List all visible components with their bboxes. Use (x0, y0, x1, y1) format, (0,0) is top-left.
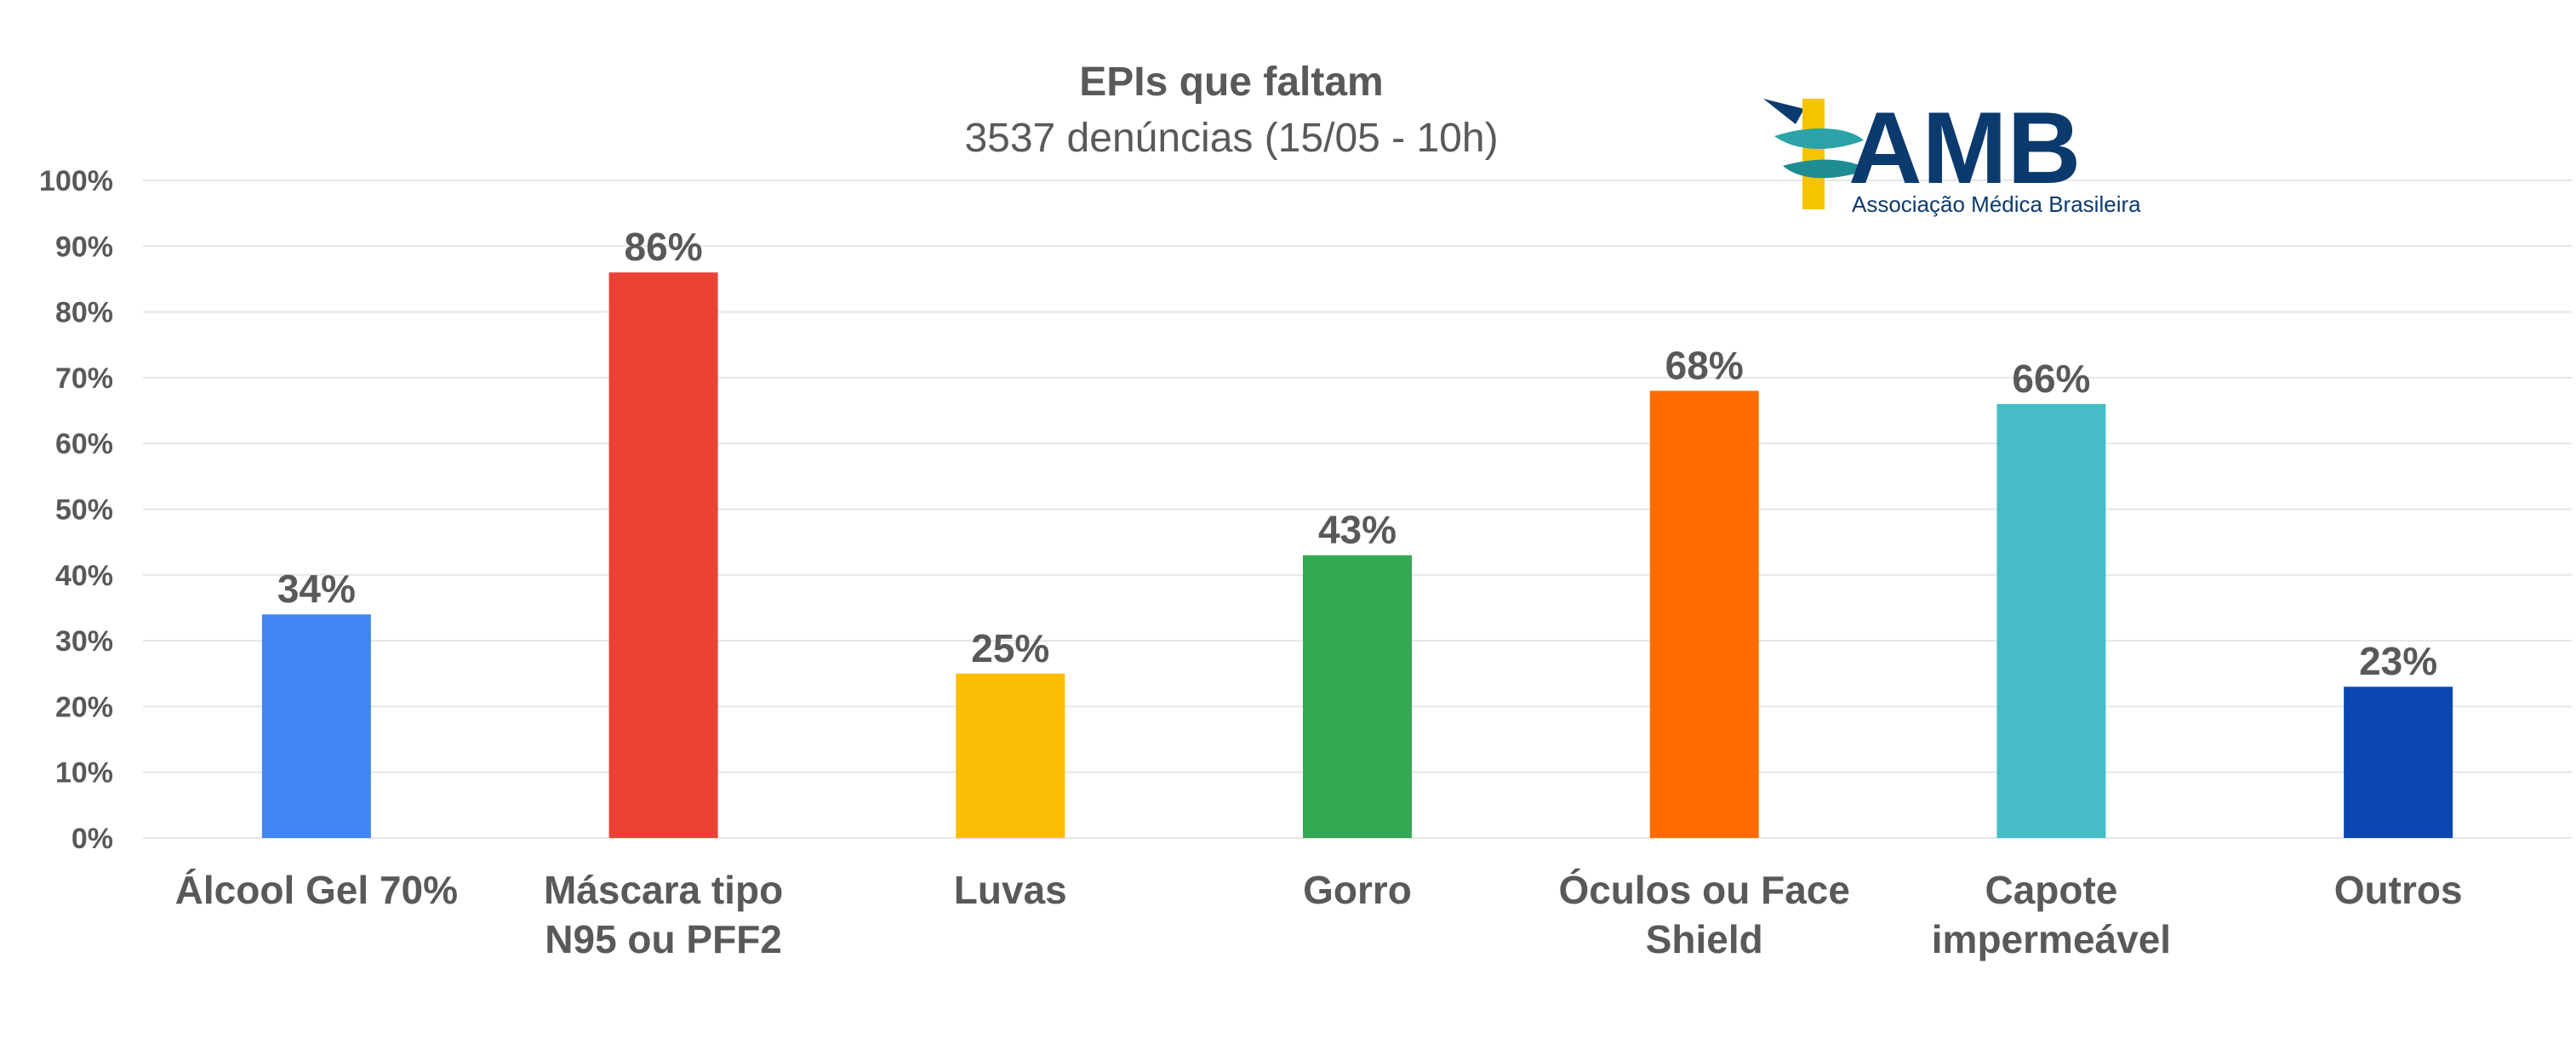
chart-title: EPIs que faltam (1079, 60, 1383, 105)
caduceus-icon (1763, 99, 1868, 209)
data-label: 23% (2359, 639, 2437, 683)
y-tick-label: 50% (55, 494, 113, 527)
bars (261, 272, 2453, 839)
y-tick-label: 70% (55, 362, 113, 395)
x-category-label: Gorro (1303, 868, 1412, 912)
x-category-line: Óculos ou Face (1558, 868, 1850, 912)
x-category-line: Luvas (954, 868, 1067, 912)
bar (1303, 555, 1412, 838)
x-axis-categories: Álcool Gel 70% Máscara tipo N95 ou PFF2 Luv… (175, 868, 2463, 961)
x-category-label: Luvas (954, 868, 1067, 912)
data-label: 25% (971, 626, 1049, 670)
logo-wordmark: AMB (1848, 91, 2081, 205)
data-label: 68% (1665, 343, 1744, 387)
y-tick-label: 0% (71, 823, 113, 855)
x-category-label: Óculos ou Face Shield (1558, 868, 1850, 961)
bar (261, 614, 371, 838)
x-category-line: Máscara tipo (544, 868, 783, 912)
bar (608, 272, 718, 839)
x-category-label: Capote impermeável (1932, 868, 2171, 961)
x-category-label: Máscara tipo N95 ou PFF2 (544, 868, 783, 961)
x-category-line: Álcool Gel 70% (175, 868, 458, 912)
data-label: 34% (277, 567, 356, 611)
data-label: 86% (625, 225, 703, 269)
y-axis-ticks: 0% 10% 20% 30% 40% 50% 60% 70% 80% 90% 100% (39, 165, 113, 855)
data-label: 43% (1318, 508, 1397, 552)
y-tick-label: 60% (55, 428, 113, 460)
bar (2344, 687, 2453, 838)
y-tick-label: 80% (55, 297, 113, 329)
x-category-label: Outros (2334, 868, 2463, 912)
x-category-line: Outros (2334, 868, 2463, 912)
y-tick-label: 20% (55, 691, 113, 723)
data-label: 66% (2012, 356, 2090, 401)
y-tick-label: 90% (55, 231, 113, 263)
data-labels: 34% 86% 25% 43% 68% 66% 23% (277, 225, 2437, 683)
x-category-line: N95 ou PFF2 (545, 917, 782, 961)
bar (1996, 403, 2106, 838)
y-tick-label: 100% (39, 165, 113, 197)
logo-tagline: Associação Médica Brasileira (1852, 191, 2141, 217)
x-category-line: Capote (1985, 868, 2117, 912)
bar (956, 673, 1065, 838)
y-tick-label: 30% (55, 625, 113, 658)
amb-logo: AMB Associação Médica Brasileira (1763, 91, 2141, 217)
chart-subtitle: 3537 denúncias (15/05 - 10h) (964, 116, 1498, 161)
x-category-line: impermeável (1932, 917, 2171, 961)
x-category-line: Shield (1646, 917, 1763, 961)
x-category-label: Álcool Gel 70% (175, 868, 458, 912)
y-tick-label: 40% (55, 560, 113, 592)
y-tick-label: 10% (55, 757, 113, 790)
bar (1649, 391, 1759, 838)
x-category-line: Gorro (1303, 868, 1412, 912)
